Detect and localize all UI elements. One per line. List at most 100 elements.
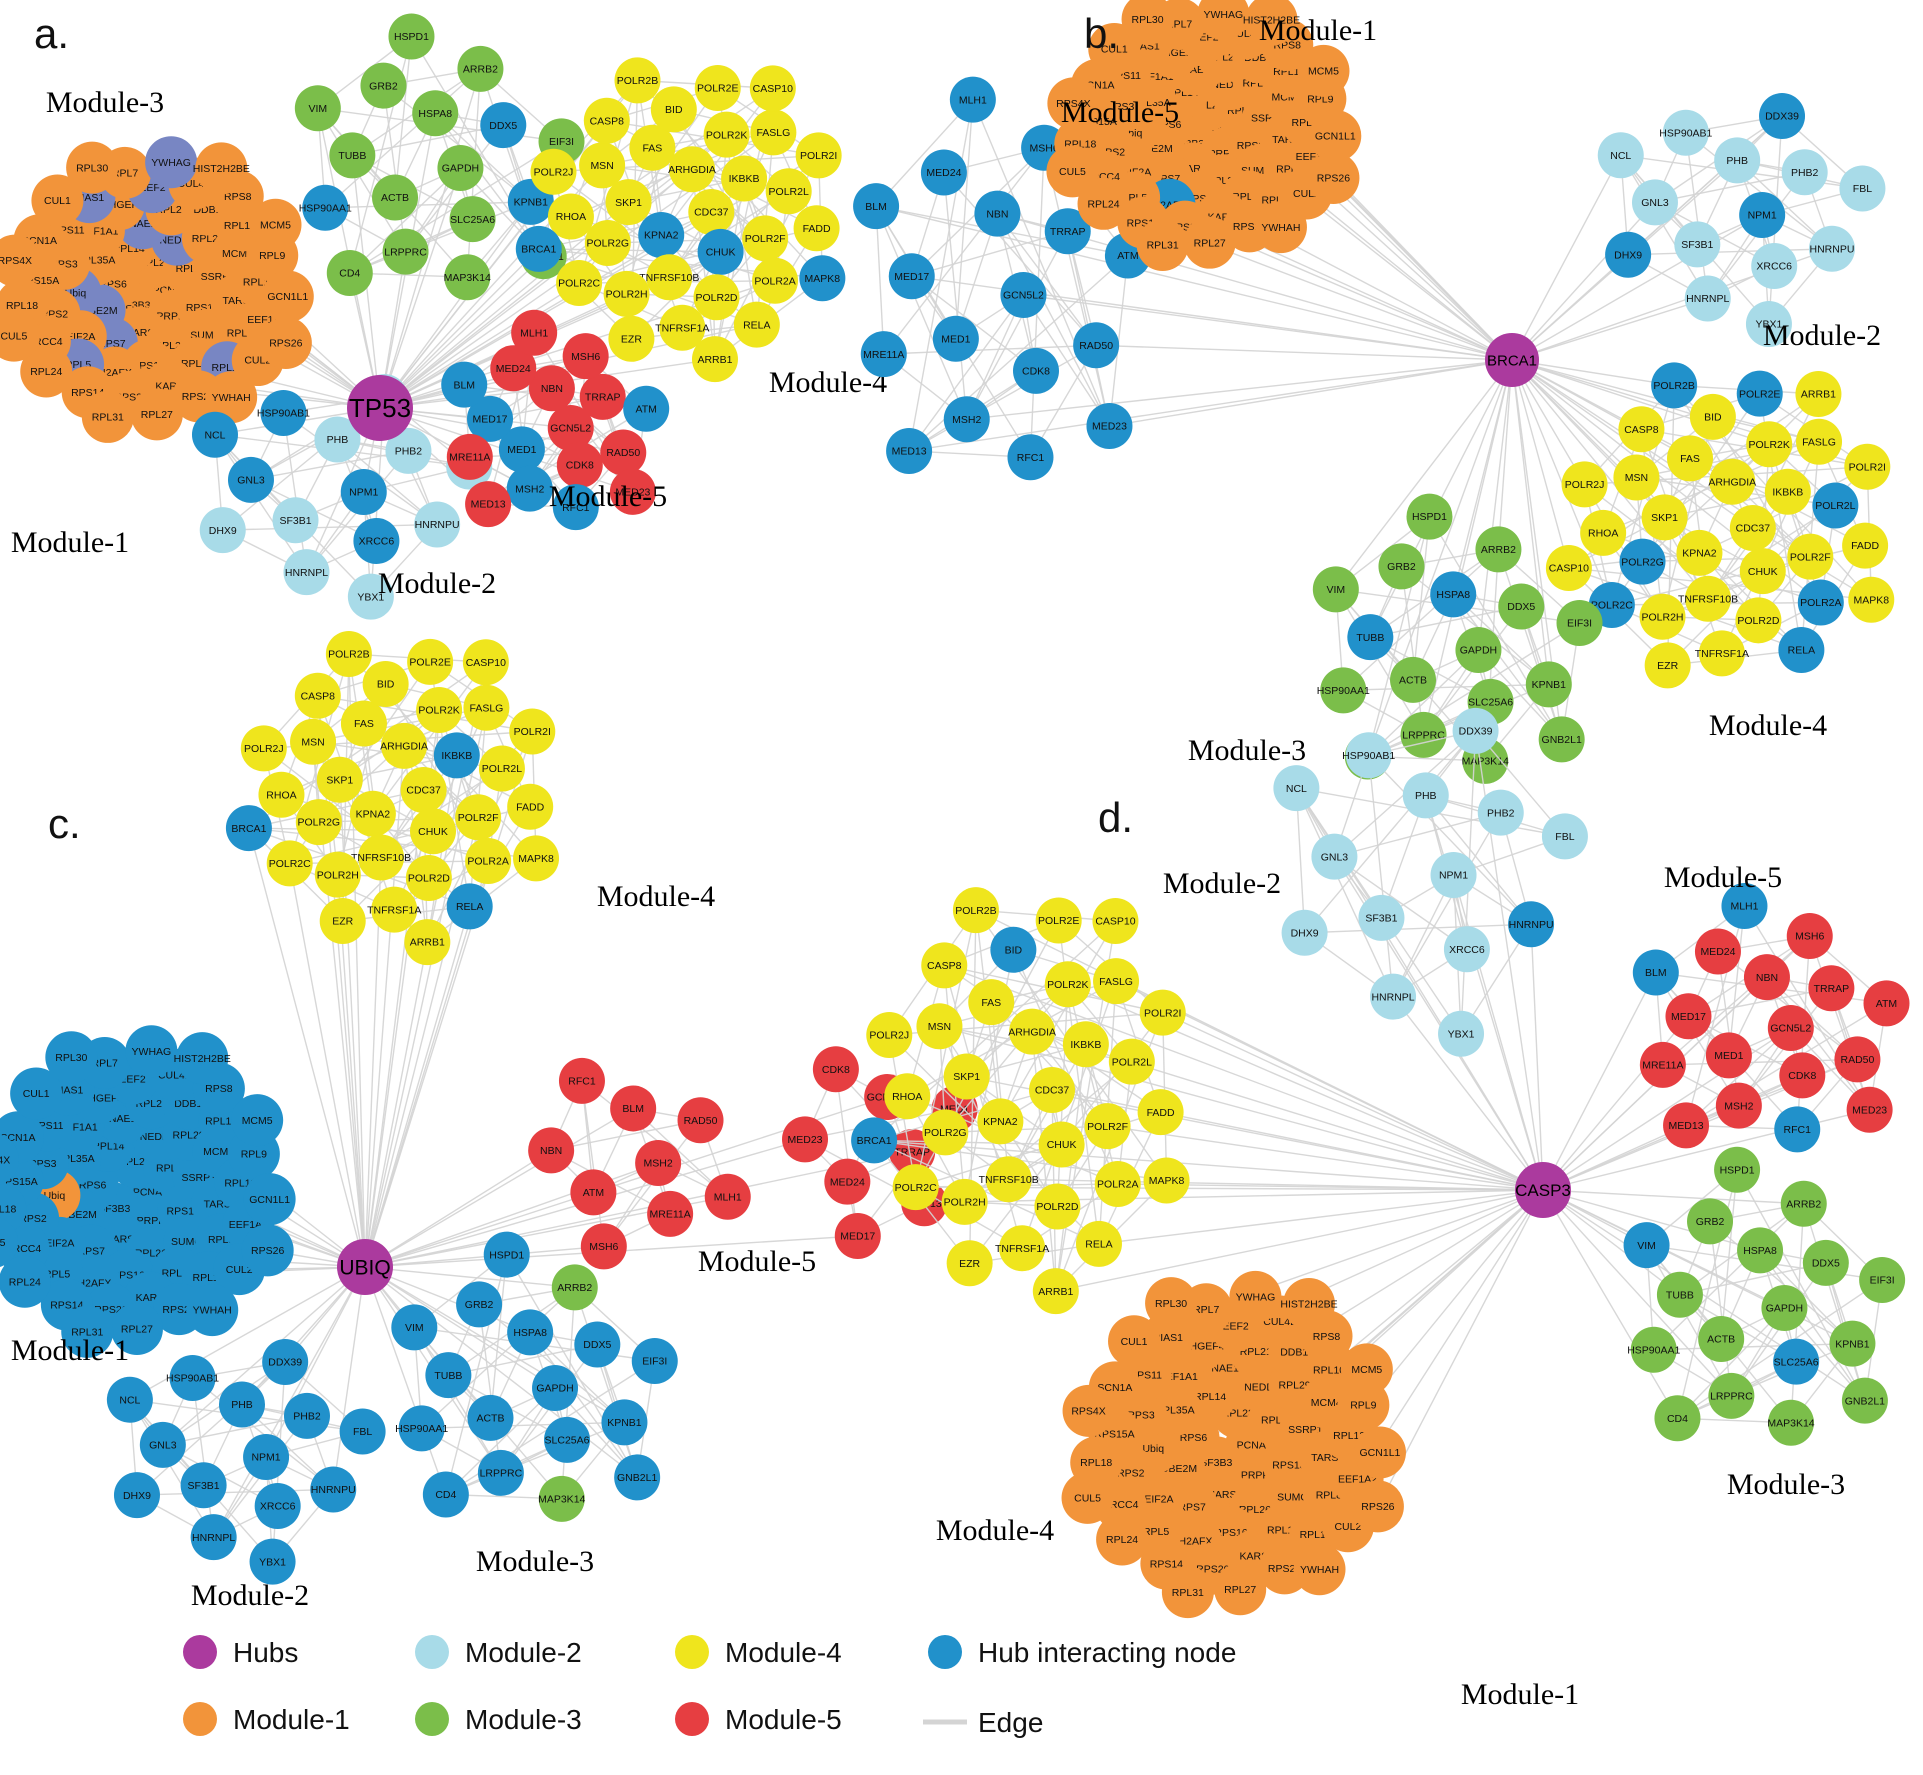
node-HIST2H2BE: HIST2H2BE (193, 142, 250, 195)
node-POLR2G: POLR2G (1619, 538, 1666, 585)
hub-spoke (1542, 1189, 1761, 1252)
edge (999, 920, 1117, 1122)
edge (445, 1387, 556, 1496)
node-CASP8: CASP8 (1618, 406, 1665, 453)
node-circle-MED1 (498, 426, 545, 473)
node-label-CD4: CD4 (339, 268, 360, 280)
node-HIST2H2BE: HIST2H2BE (1280, 1278, 1338, 1331)
node-label-ARRB1: ARRB1 (1038, 1286, 1073, 1298)
node-SKP1: SKP1 (943, 1053, 990, 1100)
node-circle-TNFRSF10B (985, 1156, 1032, 1203)
node-label-SF3B3: SF3B3 (1200, 1457, 1232, 1469)
node-HSPA8: HSPA8 (507, 1309, 554, 1356)
node-label-CDC37: CDC37 (406, 785, 441, 797)
node-circle-RPL27 (110, 1303, 163, 1356)
node-label-MED13: MED13 (1669, 1120, 1704, 1132)
node-circle-ACTB (467, 1394, 514, 1441)
node-label-GNB2L1: GNB2L1 (617, 1472, 657, 1484)
node-circle-MAP3K14 (538, 1475, 585, 1522)
label-layer-c: Module-4 Module-5 Module-1 Module-2 Module-3… (11, 800, 816, 1612)
node-circle-EIF3I (1556, 600, 1603, 647)
node-circle-KPNA2 (977, 1098, 1024, 1145)
node-circle-POLR2C (556, 260, 603, 307)
node-circle-MSH6 (1786, 913, 1833, 960)
edge (478, 1303, 625, 1423)
node-circle-RPL30 (1121, 0, 1174, 46)
node-circle-GNL3 (227, 456, 274, 503)
node-circle-KPNB1 (1829, 1320, 1876, 1367)
node-label-POLR2C: POLR2C (269, 858, 311, 870)
node-label-HSP90AB1: HSP90AB1 (166, 1373, 219, 1385)
node-label-MLH1: MLH1 (714, 1191, 742, 1203)
node-CUL5: CUL5 (1061, 1471, 1114, 1524)
node-layer-c: CDC37 KPNA2 ARHGDIA CHUK SKP1 IKBKB TNFRSF10B F… (0, 630, 978, 1585)
node-label-BLM: BLM (622, 1103, 644, 1115)
node-ATM: ATM (623, 385, 670, 432)
node-label-CHUK: CHUK (1748, 566, 1778, 578)
node-label-MSN: MSN (928, 1021, 951, 1033)
node-label-VIM: VIM (1326, 584, 1345, 596)
node-label-KPNB1: KPNB1 (514, 197, 549, 209)
edge (1475, 730, 1566, 837)
node-CD4: CD4 (1654, 1395, 1701, 1442)
node-circle-MED24 (1694, 928, 1741, 975)
node-MSN: MSN (290, 718, 337, 765)
node-YWHAG: YWHAG (1197, 0, 1250, 41)
node-RFC1: RFC1 (552, 484, 599, 531)
node-TRRAP: TRRAP (579, 373, 626, 420)
node-circle-RPL31 (1161, 1566, 1214, 1619)
node-circle-RHOA (547, 193, 594, 240)
edge (1342, 548, 1499, 691)
node-label-MED1: MED1 (941, 333, 970, 345)
edge (129, 1399, 215, 1538)
node-circle-SF3B1 (1358, 894, 1405, 941)
node-label-PHB2: PHB2 (395, 446, 423, 458)
node-circle-VIM (391, 1304, 438, 1351)
node-label-BID: BID (377, 679, 395, 691)
node-RPL30: RPL30 (1121, 0, 1174, 46)
node-RPS4X: RPS4X (1047, 77, 1100, 130)
node-CASP8: CASP8 (921, 942, 968, 989)
module-title-d-3: Module-3 (1727, 1468, 1845, 1501)
node-label-IKBKB: IKBKB (441, 750, 472, 762)
node-POLR2E: POLR2E (1035, 897, 1082, 944)
node-circle-RPL30 (45, 1031, 98, 1084)
node-TNFRSF1A: TNFRSF1A (1695, 630, 1749, 677)
node-label-RPS26: RPS26 (1361, 1501, 1394, 1513)
node-circle-CDC37 (688, 189, 735, 235)
node-circle-IKBKB (721, 155, 768, 202)
node-label-POLR2A: POLR2A (754, 275, 795, 287)
node-HSP90AA1: HSP90AA1 (1627, 1326, 1680, 1373)
node-circle-POLR2G (584, 220, 631, 267)
hub-spoke (1511, 359, 1550, 685)
node-circle-YBX1 (249, 1538, 296, 1585)
node-circle-TNFRSF10B (358, 834, 405, 881)
node-circle-RELA (1075, 1220, 1122, 1267)
edge (883, 147, 1045, 355)
node-circle-MAP3K14 (444, 254, 491, 301)
node-circle-CDK8 (1779, 1052, 1826, 1099)
node-circle-RPL24 (0, 1255, 51, 1308)
hub-spoke (1477, 359, 1513, 651)
node-YBX1: YBX1 (249, 1538, 296, 1585)
node-label-DDX39: DDX39 (268, 1357, 302, 1369)
node-HSP90AA1: HSP90AA1 (395, 1405, 448, 1452)
node-label-RPS8: RPS8 (1313, 1331, 1341, 1343)
node-CDK8: CDK8 (812, 1046, 859, 1093)
node-PHB2: PHB2 (283, 1392, 330, 1439)
node-HSPA8: HSPA8 (1430, 571, 1477, 618)
node-MAPK8: MAPK8 (1143, 1157, 1190, 1204)
node-circle-RELA (733, 301, 780, 348)
node-label-RPL18: RPL18 (1080, 1457, 1112, 1469)
node-label-RHOA: RHOA (266, 789, 296, 801)
hub-spoke (379, 68, 482, 409)
node-label-HIST2H2BE: HIST2H2BE (1280, 1299, 1337, 1311)
node-label-EIF2A: EIF2A (45, 1238, 74, 1250)
node-circle-RHOA (1580, 509, 1627, 556)
node-label-CUL2: CUL2 (1334, 1521, 1361, 1533)
node-MED17: MED17 (834, 1212, 881, 1259)
node-POLR2K: POLR2K (1746, 421, 1793, 468)
edge (1425, 794, 1532, 925)
node-circle-BRCA1 (225, 805, 272, 852)
node-GNB2L1: GNB2L1 (1841, 1377, 1888, 1424)
